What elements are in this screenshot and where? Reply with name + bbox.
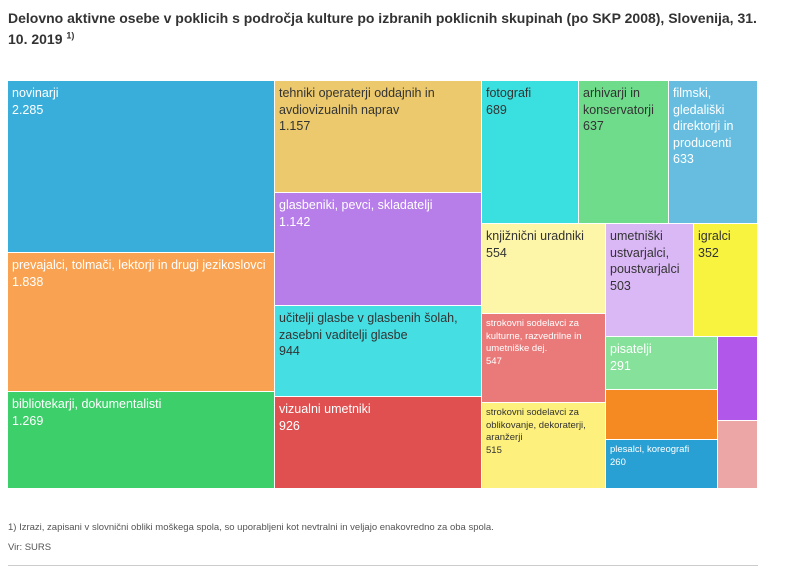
- treemap-cell-label: vizualni umetniki 926: [279, 401, 477, 434]
- treemap-cell: [606, 390, 718, 440]
- treemap-cell: tehniki operaterji oddajnih in avdiovizu…: [275, 81, 482, 193]
- treemap-cell-value: 554: [486, 245, 507, 260]
- treemap-cell-value: 926: [279, 418, 300, 433]
- treemap-cell-name: strokovni sodelavci za kulturne, razvedr…: [486, 318, 582, 354]
- treemap-cell: [718, 421, 758, 489]
- treemap-cell-label: učitelji glasbe v glasbenih šolah, zaseb…: [279, 310, 477, 360]
- treemap-cell: strokovni sodelavci za kulturne, razvedr…: [482, 314, 606, 403]
- treemap-cell-name: vizualni umetniki: [279, 402, 371, 416]
- treemap-cell-label: igralci 352: [698, 228, 753, 261]
- treemap-cell-value: 637: [583, 119, 604, 133]
- treemap-cell: vizualni umetniki 926: [275, 397, 482, 489]
- treemap-cell-name: fotografi: [486, 86, 532, 100]
- treemap-cell-value: 352: [698, 245, 719, 260]
- treemap-cell-label: strokovni sodelavci za oblikovanje, deko…: [486, 407, 601, 457]
- treemap-cell-label: plesalci, koreografi 260: [610, 444, 713, 469]
- treemap-cell-name: igralci: [698, 229, 731, 243]
- treemap-cell: bibliotekarji, dokumentalisti 1.269: [8, 392, 275, 489]
- treemap-cell-value: 1.142: [279, 214, 311, 229]
- treemap-cell-label: glasbeniki, pevci, skladatelji 1.142: [279, 197, 477, 230]
- treemap-chart: novinarji 2.285 prevajalci, tolmači, lekto…: [8, 81, 758, 489]
- treemap-cell-name: umetniški ustvarjalci, poustvarjalci: [610, 229, 680, 276]
- treemap-cell: prevajalci, tolmači, lektorji in drugi j…: [8, 253, 275, 392]
- treemap-cell-name: prevajalci, tolmači, lektorji in drugi j…: [12, 258, 266, 272]
- treemap-cell-value: 260: [610, 456, 626, 468]
- treemap-cell-label: filmski, gledališki direktorji in produc…: [673, 85, 753, 168]
- treemap-cell: novinarji 2.285: [8, 81, 275, 253]
- treemap-cell-name: strokovni sodelavci za oblikovanje, deko…: [486, 407, 586, 443]
- treemap-cell-value: 547: [486, 355, 502, 367]
- treemap-cell-label: prevajalci, tolmači, lektorji in drugi j…: [12, 257, 270, 290]
- treemap-cell-label: tehniki operaterji oddajnih in avdiovizu…: [279, 85, 477, 135]
- treemap-cell-value: 944: [279, 344, 300, 358]
- treemap-cell: pisatelji 291: [606, 337, 718, 390]
- treemap-cell-value: 1.157: [279, 119, 311, 133]
- treemap-cell-value: 633: [673, 152, 694, 166]
- treemap-cell: učitelji glasbe v glasbenih šolah, zaseb…: [275, 306, 482, 397]
- treemap-cell: filmski, gledališki direktorji in produc…: [669, 81, 758, 224]
- source-note: Vir: SURS: [8, 542, 52, 553]
- treemap-cell: arhivarji in konservatorji 637: [579, 81, 669, 224]
- treemap-cell-label: novinarji 2.285: [12, 85, 270, 118]
- treemap-cell: umetniški ustvarjalci, poustvarjalci 503: [606, 224, 694, 337]
- treemap-cell-name: plesalci, koreografi: [610, 444, 690, 455]
- chart-title: Delovno aktivne osebe v poklicih s podro…: [8, 8, 778, 50]
- title-footnote-marker: 1): [66, 30, 75, 41]
- treemap-cell-label: knjižnični uradniki 554: [486, 228, 601, 261]
- treemap-cell: igralci 352: [694, 224, 758, 337]
- divider: [8, 565, 758, 566]
- treemap-cell-label: arhivarji in konservatorji 637: [583, 85, 664, 135]
- treemap-cell-name: bibliotekarji, dokumentalisti: [12, 397, 162, 411]
- treemap-cell-name: arhivarji in konservatorji: [583, 86, 654, 117]
- treemap-cell-label: strokovni sodelavci za kulturne, razvedr…: [486, 318, 601, 368]
- treemap-cell: fotografi 689: [482, 81, 579, 224]
- treemap-cell-label: umetniški ustvarjalci, poustvarjalci 503: [610, 228, 689, 294]
- treemap-cell-value: 1.838: [12, 274, 44, 289]
- treemap-cell-label: pisatelji 291: [610, 341, 713, 374]
- chart-title-text: Delovno aktivne osebe v poklicih s podro…: [8, 10, 757, 47]
- treemap-cell-name: učitelji glasbe v glasbenih šolah, zaseb…: [279, 311, 458, 342]
- treemap-cell-value: 689: [486, 102, 507, 117]
- treemap-cell-value: 2.285: [12, 102, 44, 117]
- treemap-cell: plesalci, koreografi 260: [606, 440, 718, 489]
- treemap-cell-name: pisatelji: [610, 342, 652, 356]
- treemap-cell: knjižnični uradniki 554: [482, 224, 606, 314]
- treemap-cell-name: filmski, gledališki direktorji in produc…: [673, 86, 734, 150]
- treemap-cell-name: knjižnični uradniki: [486, 229, 584, 243]
- treemap-cell: glasbeniki, pevci, skladatelji 1.142: [275, 193, 482, 306]
- treemap-cell: strokovni sodelavci za oblikovanje, deko…: [482, 403, 606, 489]
- treemap-cell-label: fotografi 689: [486, 85, 574, 118]
- treemap-cell-value: 503: [610, 278, 631, 293]
- treemap-cell-name: novinarji: [12, 86, 59, 100]
- treemap-cell-name: tehniki operaterji oddajnih in avdiovizu…: [279, 86, 435, 117]
- treemap-cell-value: 515: [486, 444, 502, 456]
- treemap-cell: [718, 337, 758, 421]
- treemap-cell-label: bibliotekarji, dokumentalisti 1.269: [12, 396, 270, 429]
- treemap-cell-value: 291: [610, 358, 631, 373]
- treemap-cell-name: glasbeniki, pevci, skladatelji: [279, 198, 433, 212]
- footnote: 1) Izrazi, zapisani v slovnični obliki m…: [8, 522, 494, 533]
- treemap-cell-value: 1.269: [12, 413, 44, 428]
